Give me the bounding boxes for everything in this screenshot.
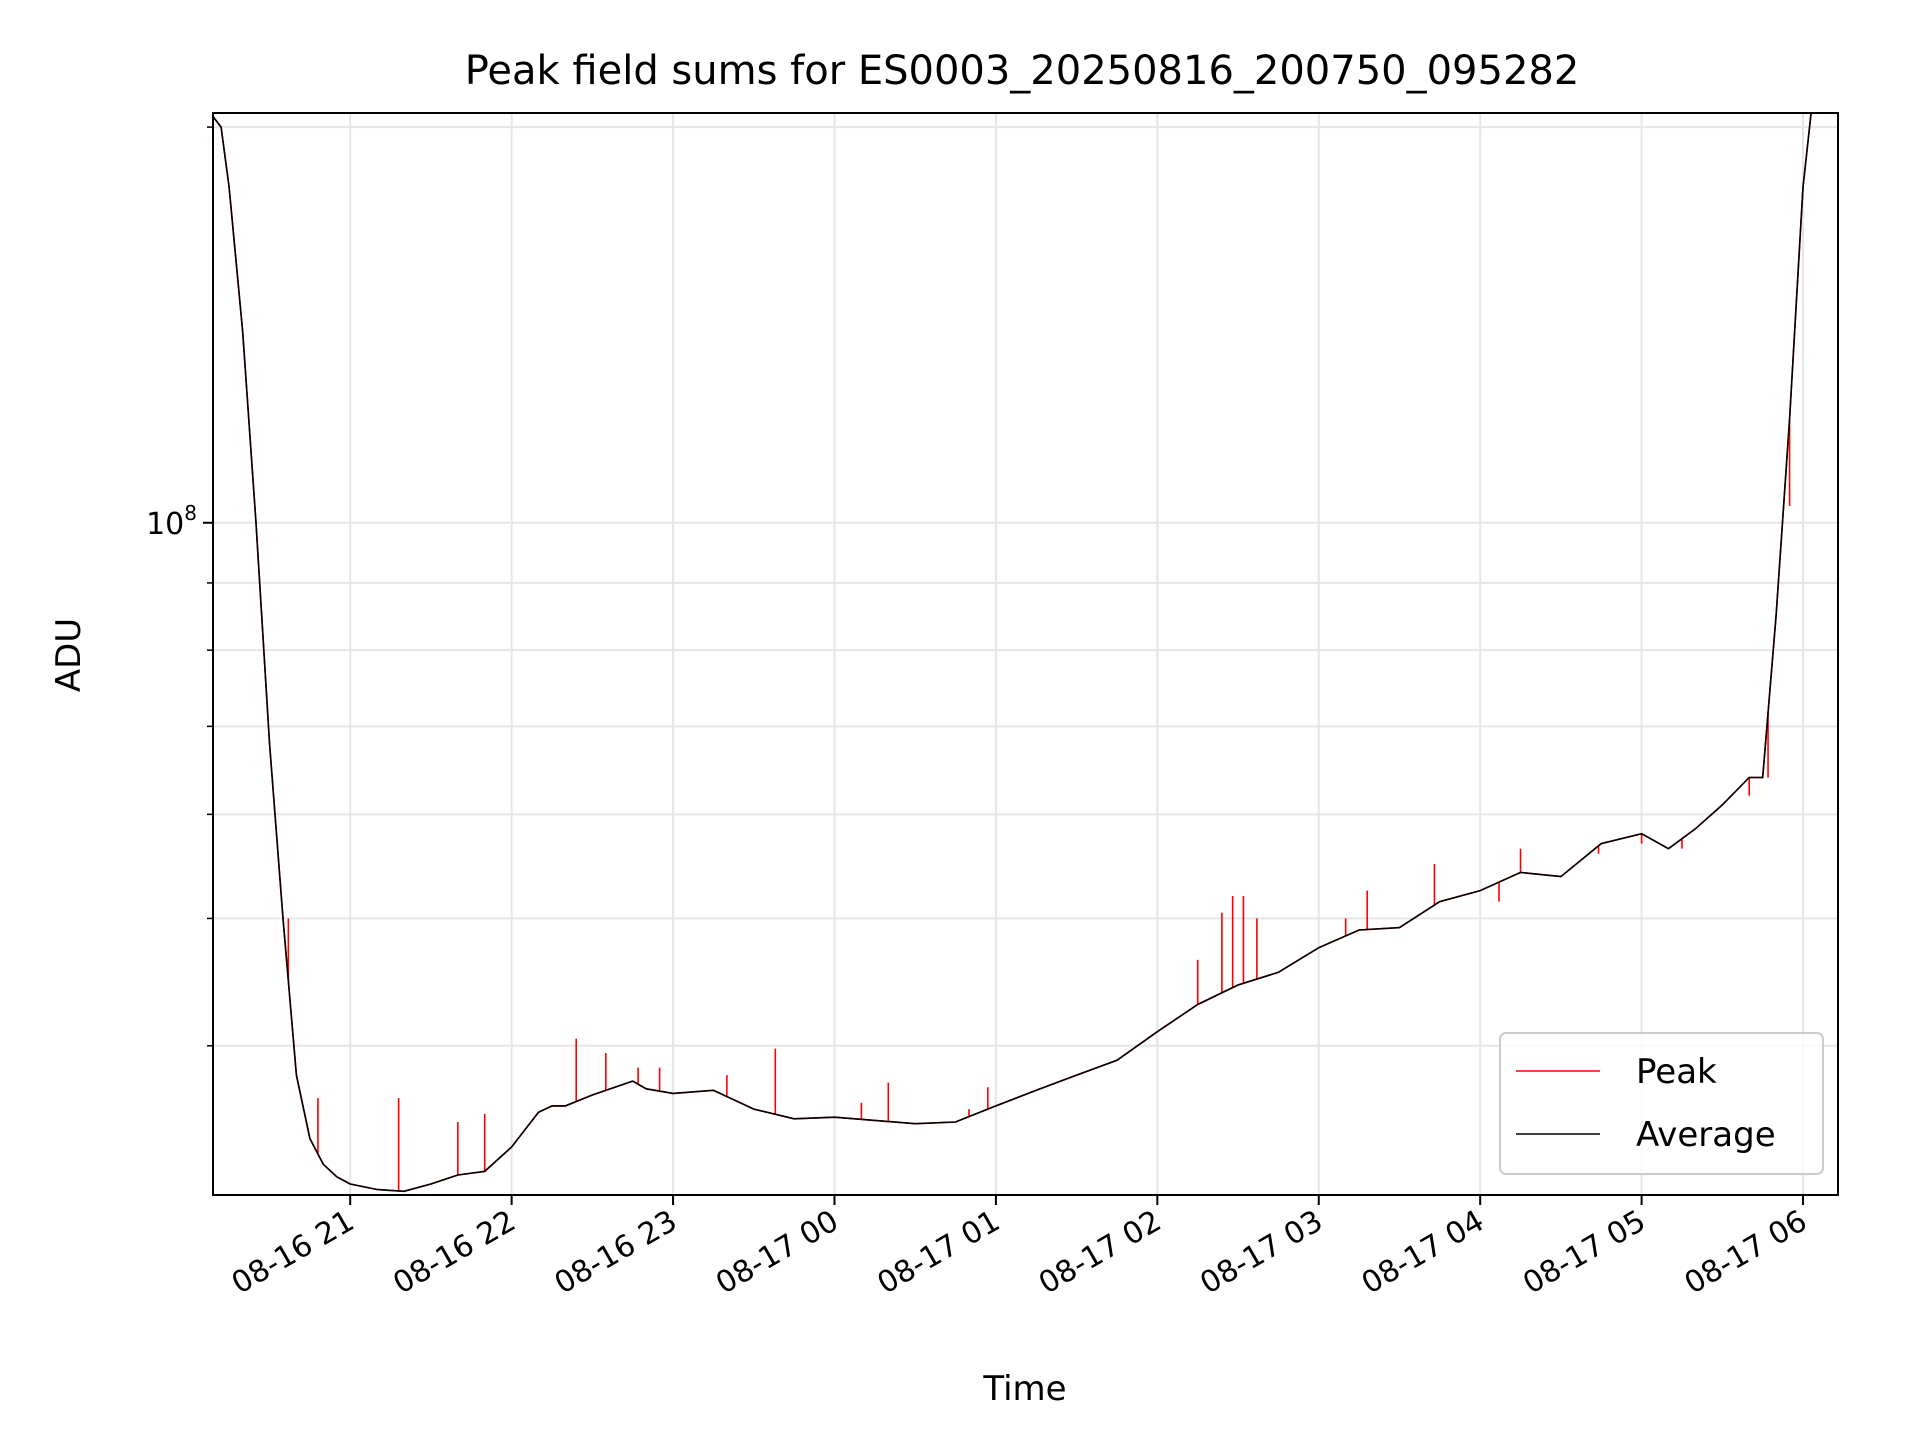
legend-box <box>1499 1032 1824 1175</box>
average-series-line <box>213 113 1817 1193</box>
y-axis-ticks: 108 <box>146 126 213 1047</box>
series-lines <box>213 113 1817 1193</box>
chart-title: Peak field sums for ES0003_20250816_2007… <box>465 48 1580 94</box>
legend-average-label: Average <box>1636 1115 1776 1155</box>
plot-frame <box>212 112 1839 1196</box>
y-axis-label: ADU <box>49 618 89 692</box>
x-axis-label: Time <box>982 1369 1066 1409</box>
legend-peak-label: Peak <box>1636 1052 1717 1092</box>
y-tick-label: 108 <box>146 501 197 542</box>
legend: Peak Average <box>1499 1032 1824 1175</box>
